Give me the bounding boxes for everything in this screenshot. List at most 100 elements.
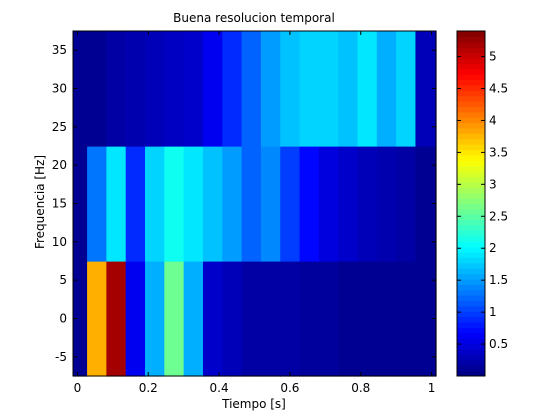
heatmap-cell bbox=[73, 261, 88, 377]
heatmap-cell bbox=[73, 31, 88, 147]
colorbar-tick-label: 3.5 bbox=[489, 145, 508, 159]
colorbar-tick-label: 2.5 bbox=[489, 209, 508, 223]
heatmap-cell bbox=[396, 261, 417, 377]
colorbar-swatch bbox=[457, 268, 485, 275]
heatmap-cell bbox=[376, 146, 397, 262]
colorbar-swatch bbox=[457, 84, 485, 91]
heatmap-cell bbox=[338, 146, 359, 262]
colorbar-swatch bbox=[457, 128, 485, 134]
colorbar-swatch bbox=[457, 300, 485, 307]
x-tick-label: 0.6 bbox=[280, 381, 299, 395]
heatmap-cell bbox=[241, 261, 262, 377]
heatmap-cell bbox=[415, 31, 437, 147]
colorbar-tick-label: 1 bbox=[489, 305, 497, 319]
heatmap-cell bbox=[415, 261, 437, 377]
colorbar-swatch bbox=[457, 225, 485, 231]
colorbar-tick-label: 1.5 bbox=[489, 273, 508, 287]
colorbar-swatch bbox=[457, 316, 485, 323]
heatmap-cell bbox=[106, 261, 127, 377]
heatmap-cell bbox=[376, 31, 397, 147]
colorbar-swatch bbox=[457, 95, 485, 102]
colorbar-swatch bbox=[457, 133, 485, 140]
heatmap-cell bbox=[125, 146, 146, 262]
heatmap-cell bbox=[145, 31, 165, 147]
heatmap-cell bbox=[260, 31, 281, 147]
colorbar-swatch bbox=[457, 138, 485, 145]
colorbar-swatch bbox=[457, 117, 485, 124]
heatmap-cell bbox=[357, 146, 378, 262]
chart-title: Buena resolucion temporal bbox=[173, 11, 335, 25]
heatmap-cell bbox=[87, 146, 107, 262]
heatmap-cell bbox=[280, 31, 301, 147]
colorbar-swatch bbox=[457, 203, 485, 210]
heatmap-cell bbox=[318, 261, 339, 377]
heatmap-cell bbox=[338, 31, 359, 147]
x-tick-label: 0.2 bbox=[139, 381, 158, 395]
colorbar-swatch bbox=[457, 311, 485, 318]
heatmap-cell bbox=[87, 261, 107, 377]
colorbar-swatch bbox=[457, 36, 485, 43]
heatmap-cell bbox=[299, 31, 320, 147]
y-tick-label: 30 bbox=[52, 82, 67, 96]
y-tick-label: 0 bbox=[59, 312, 67, 326]
colorbar-tick-label: 3 bbox=[489, 177, 497, 191]
y-tick-label: -5 bbox=[55, 350, 67, 364]
y-tick-label: 10 bbox=[52, 235, 67, 249]
x-tick-label: 0.4 bbox=[210, 381, 229, 395]
heatmap-cell bbox=[280, 261, 301, 377]
heatmap-cell bbox=[260, 146, 281, 262]
heatmap-cell bbox=[202, 31, 223, 147]
colorbar-swatch bbox=[457, 57, 485, 64]
colorbar-swatch bbox=[457, 235, 485, 242]
colorbar-swatch bbox=[457, 181, 485, 188]
heatmap-cell bbox=[318, 31, 339, 147]
heatmap-cell bbox=[260, 261, 281, 377]
colorbar-swatch bbox=[457, 273, 485, 280]
colorbar-swatch bbox=[457, 192, 485, 199]
y-axis-title: Frequencia [Hz] bbox=[33, 155, 47, 249]
colorbar-swatch bbox=[457, 349, 485, 355]
heatmap-cell bbox=[396, 146, 417, 262]
heatmap-cell bbox=[145, 146, 165, 262]
heatmap-cell bbox=[241, 146, 262, 262]
colorbar-tick-label: 2 bbox=[489, 241, 497, 255]
heatmap-cell bbox=[145, 261, 165, 377]
colorbar-swatch bbox=[457, 101, 485, 107]
colorbar-tick-label: 5 bbox=[489, 50, 497, 64]
colorbar-swatch bbox=[457, 305, 485, 312]
colorbar-axis: 0.5 1 1.5 2 2.5 3 3.5 4 4.5 5 bbox=[457, 50, 508, 351]
y-tick-label: 15 bbox=[52, 197, 67, 211]
heatmap-cell bbox=[280, 146, 301, 262]
colorbar-swatch bbox=[457, 219, 485, 226]
colorbar-swatch bbox=[457, 241, 485, 248]
heatmap-cell bbox=[164, 31, 185, 147]
x-tick-label: 1 bbox=[428, 381, 436, 395]
colorbar-swatch bbox=[457, 106, 485, 113]
heatmap-cell bbox=[183, 31, 204, 147]
heatmap-cell bbox=[396, 31, 417, 147]
colorbar-swatch bbox=[457, 90, 485, 97]
colorbar-swatch bbox=[457, 365, 485, 372]
colorbar-swatch bbox=[457, 111, 485, 118]
colorbar-swatch bbox=[457, 41, 485, 48]
heatmap-cell bbox=[106, 146, 127, 262]
y-tick-label: 25 bbox=[52, 120, 67, 134]
colorbar bbox=[456, 30, 486, 377]
heatmap-cell bbox=[357, 261, 378, 377]
colorbar-swatch bbox=[457, 246, 485, 253]
colorbar-swatch bbox=[457, 295, 485, 302]
colorbar-swatch bbox=[457, 230, 485, 237]
x-axis-title: Tiempo [s] bbox=[221, 397, 286, 411]
heatmap-area bbox=[73, 31, 437, 377]
colorbar-swatch bbox=[457, 278, 485, 285]
heatmap-cell bbox=[202, 261, 223, 377]
heatmap-cell bbox=[125, 31, 146, 147]
heatmap-cell bbox=[125, 261, 146, 377]
heatmap-cell bbox=[222, 261, 243, 377]
x-tick-label: 0 bbox=[74, 381, 82, 395]
colorbar-swatch bbox=[457, 63, 485, 70]
colorbar-swatch bbox=[457, 252, 485, 258]
y-tick-label: 35 bbox=[52, 43, 67, 57]
colorbar-swatch bbox=[457, 289, 485, 296]
colorbar-swatch bbox=[457, 262, 485, 269]
